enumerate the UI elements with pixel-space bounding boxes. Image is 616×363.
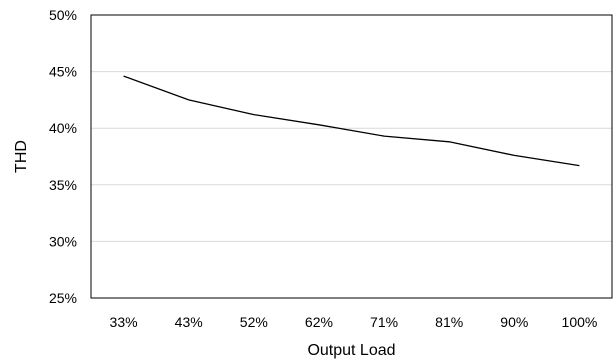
x-axis-label: Output Load: [307, 342, 395, 359]
y-axis-ticks: 25% 30% 35% 40% 45% 50%: [49, 7, 77, 306]
y-tick-label: 35%: [49, 177, 77, 193]
plot-frame: [90, 14, 613, 299]
x-tick-label: 33%: [110, 314, 138, 330]
y-tick-label: 30%: [49, 233, 77, 249]
x-tick-label: 71%: [370, 314, 398, 330]
gridlines: [91, 71, 612, 242]
x-axis-ticks: 33% 43% 52% 62% 71% 81% 90% 100%: [110, 314, 598, 330]
x-tick-label: 100%: [562, 314, 598, 330]
y-tick-label: 40%: [49, 120, 77, 136]
y-tick-label: 25%: [49, 290, 77, 306]
x-tick-label: 81%: [435, 314, 463, 330]
series-line: [123, 75, 580, 167]
y-tick-label: 45%: [49, 64, 77, 80]
x-tick-label: 62%: [305, 314, 333, 330]
x-tick-label: 52%: [240, 314, 268, 330]
x-tick-label: 43%: [175, 314, 203, 330]
y-axis-label: THD: [13, 140, 30, 173]
y-tick-label: 50%: [49, 7, 77, 23]
x-tick-label: 90%: [500, 314, 528, 330]
